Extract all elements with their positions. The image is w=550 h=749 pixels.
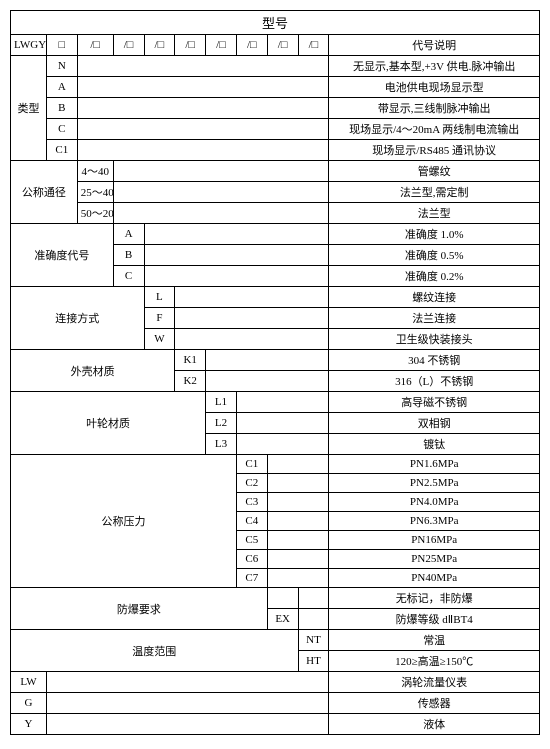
pressure-desc-6: PN40MPa <box>329 569 540 588</box>
diameter-code-2: 50～200 <box>77 203 113 224</box>
connection-code-2: W <box>144 329 175 350</box>
header-row: LWGY □ /□ /□ /□ /□ /□ /□ /□ /□ 代号说明 <box>11 35 540 56</box>
pressure-desc-2: PN4.0MPa <box>329 493 540 512</box>
hdr-desc: 代号说明 <box>329 35 540 56</box>
impeller-desc-2: 镀钛 <box>329 434 540 455</box>
explosion-desc-1: 防爆等级 dⅡBT4 <box>329 609 540 630</box>
impeller-desc-1: 双相钢 <box>329 413 540 434</box>
explosion-desc-0: 无标记，非防爆 <box>329 588 540 609</box>
hdr-c7: /□ <box>236 35 267 56</box>
diameter-code-0: 4～40 <box>77 161 113 182</box>
footer-code-0: LW <box>11 672 47 693</box>
model-spec-table: 型号 LWGY □ /□ /□ /□ /□ /□ /□ /□ /□ 代号说明 类… <box>10 10 540 735</box>
hdr-c1: □ <box>46 35 77 56</box>
type-code-4: C1 <box>46 140 77 161</box>
shell-desc-0: 304 不锈钢 <box>329 350 540 371</box>
footer-desc-0: 涡轮流量仪表 <box>329 672 540 693</box>
accuracy-code-1: B <box>113 245 144 266</box>
accuracy-desc-1: 准确度 0.5% <box>329 245 540 266</box>
hdr-c8: /□ <box>267 35 298 56</box>
pressure-code-5: C6 <box>236 550 267 569</box>
explosion-label: 防爆要求 <box>11 588 268 630</box>
explosion-code-0 <box>267 588 298 609</box>
pressure-label: 公称压力 <box>11 455 237 588</box>
diameter-desc-1: 法兰型,需定制 <box>329 182 540 203</box>
footer-code-1: G <box>11 693 47 714</box>
type-desc-2: 带显示,三线制脉冲输出 <box>329 98 540 119</box>
diameter-desc-2: 法兰型 <box>329 203 540 224</box>
type-code-3: C <box>46 119 77 140</box>
diameter-desc-0: 管螺纹 <box>329 161 540 182</box>
impeller-code-2: L3 <box>206 434 237 455</box>
connection-code-1: F <box>144 308 175 329</box>
connection-desc-2: 卫生级快装接头 <box>329 329 540 350</box>
type-code-0: N <box>46 56 77 77</box>
pressure-desc-4: PN16MPa <box>329 531 540 550</box>
impeller-desc-0: 高导磁不锈钢 <box>329 392 540 413</box>
pressure-desc-1: PN2.5MPa <box>329 474 540 493</box>
type-label: 类型 <box>11 56 47 161</box>
hdr-c0: LWGY <box>11 35 47 56</box>
shell-code-0: K1 <box>175 350 206 371</box>
hdr-c2: /□ <box>77 35 113 56</box>
type-desc-1: 电池供电现场显示型 <box>329 77 540 98</box>
hdr-c6: /□ <box>206 35 237 56</box>
footer-code-2: Y <box>11 714 47 735</box>
hdr-c5: /□ <box>175 35 206 56</box>
connection-label: 连接方式 <box>11 287 145 350</box>
temperature-desc-0: 常温 <box>329 630 540 651</box>
pressure-code-4: C5 <box>236 531 267 550</box>
pressure-code-1: C2 <box>236 474 267 493</box>
accuracy-desc-0: 准确度 1.0% <box>329 224 540 245</box>
hdr-c3: /□ <box>113 35 144 56</box>
shell-desc-1: 316（L）不锈钢 <box>329 371 540 392</box>
pressure-desc-3: PN6.3MPa <box>329 512 540 531</box>
temperature-label: 温度范围 <box>11 630 299 672</box>
temperature-code-1: HT <box>298 651 329 672</box>
shell-label: 外壳材质 <box>11 350 175 392</box>
pressure-code-0: C1 <box>236 455 267 474</box>
type-code-2: B <box>46 98 77 119</box>
type-desc-4: 现场显示/RS485 通讯协议 <box>329 140 540 161</box>
impeller-label: 叶轮材质 <box>11 392 206 455</box>
hdr-c4: /□ <box>144 35 175 56</box>
pressure-desc-5: PN25MPa <box>329 550 540 569</box>
explosion-code-1: EX <box>267 609 298 630</box>
connection-desc-1: 法兰连接 <box>329 308 540 329</box>
accuracy-desc-2: 准确度 0.2% <box>329 266 540 287</box>
type-code-1: A <box>46 77 77 98</box>
hdr-c9: /□ <box>298 35 329 56</box>
pressure-code-3: C4 <box>236 512 267 531</box>
table-title: 型号 <box>11 11 540 35</box>
accuracy-code-0: A <box>113 224 144 245</box>
footer-desc-2: 液体 <box>329 714 540 735</box>
shell-code-1: K2 <box>175 371 206 392</box>
pressure-code-2: C3 <box>236 493 267 512</box>
temperature-desc-1: 120≥高温≥150℃ <box>329 651 540 672</box>
pressure-desc-0: PN1.6MPa <box>329 455 540 474</box>
type-desc-3: 现场显示/4～20mA 两线制电流输出 <box>329 119 540 140</box>
footer-desc-1: 传感器 <box>329 693 540 714</box>
temperature-code-0: NT <box>298 630 329 651</box>
diameter-code-1: 25～40 <box>77 182 113 203</box>
connection-code-0: L <box>144 287 175 308</box>
accuracy-label: 准确度代号 <box>11 224 114 287</box>
accuracy-code-2: C <box>113 266 144 287</box>
connection-desc-0: 螺纹连接 <box>329 287 540 308</box>
pressure-code-6: C7 <box>236 569 267 588</box>
diameter-label: 公称通径 <box>11 161 78 224</box>
type-desc-0: 无显示,基本型,+3V 供电.脉冲输出 <box>329 56 540 77</box>
impeller-code-1: L2 <box>206 413 237 434</box>
impeller-code-0: L1 <box>206 392 237 413</box>
